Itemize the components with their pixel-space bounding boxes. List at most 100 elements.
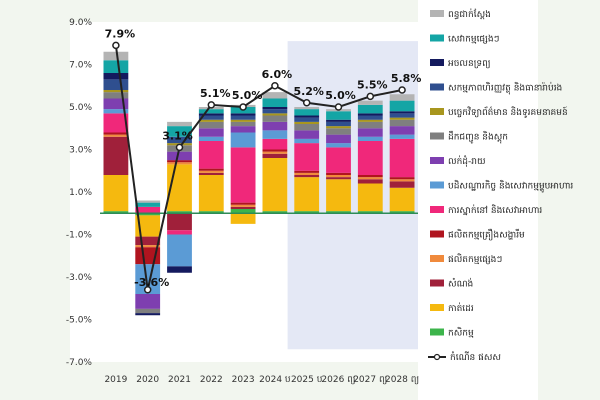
bar-segment-12-8 — [357, 104, 383, 114]
gdp-growth-label: -3.6% — [134, 276, 169, 289]
bar-segment-3-4 — [230, 204, 256, 207]
bar-segment-10-4 — [230, 115, 256, 120]
bar-segment-9-7 — [326, 126, 351, 129]
legend-label: ផលិតកម្មផ្សេងៗ — [448, 253, 502, 265]
gdp-growth-label: 5.0% — [232, 89, 263, 102]
bar-segment-5-2 — [167, 230, 192, 235]
bar-segment-13-8 — [357, 100, 383, 105]
bar-segment-7-0 — [103, 98, 129, 110]
x-tick-label: 2020 — [136, 375, 159, 385]
bar-segment-1-5 — [262, 158, 288, 212]
bar-segment-8-0 — [103, 92, 129, 99]
y-tick-label: -3.0% — [66, 273, 93, 283]
bar-segment-2-4 — [230, 206, 256, 209]
bar-segment-5-7 — [326, 147, 351, 173]
y-tick-label: 3.0% — [69, 146, 92, 156]
x-tick-label: 2028 ព្យ — [385, 375, 419, 385]
legend-swatch — [430, 59, 444, 66]
bar-segment-12-0 — [103, 60, 129, 73]
bar-segment-7-1 — [135, 294, 161, 309]
x-tick-label: 2024 ប — [259, 375, 291, 385]
bar-segment-7-3 — [198, 128, 224, 137]
bar-segment-10-7 — [326, 121, 351, 127]
bar-segment-9-3 — [198, 119, 224, 122]
bar-segment-12-5 — [262, 98, 288, 107]
gdp-growth-label: 7.9% — [105, 27, 136, 40]
gdp-growth-label: 5.5% — [357, 78, 388, 91]
bar-segment-8-5 — [262, 115, 288, 122]
legend-swatch — [430, 328, 444, 336]
y-tick-label: 7.0% — [69, 61, 92, 71]
bar-segment-9-5 — [262, 113, 288, 116]
bar-segment-11-4 — [230, 113, 256, 116]
bar-segment-6-0 — [103, 109, 129, 114]
legend-line-marker — [433, 353, 441, 361]
bar-segment-3-3 — [198, 170, 224, 173]
legend-swatch — [430, 34, 444, 42]
legend-swatch — [430, 230, 444, 238]
x-tick-label: 2019 — [104, 375, 127, 385]
bar-segment-12-7 — [326, 111, 351, 120]
bar-segment-2-7 — [326, 177, 351, 180]
gdp-growth-point — [207, 101, 216, 109]
bar-segment-7-8 — [357, 128, 383, 137]
bar-segment-2-1 — [135, 236, 161, 246]
x-tick-label: 2022 — [200, 375, 223, 385]
bar-segment-12-6 — [294, 109, 320, 116]
legend-swatch — [430, 108, 444, 115]
bar-segment-0-9 — [389, 211, 415, 214]
bar-segment-0-5 — [262, 211, 288, 214]
bar-segment-4-2 — [167, 160, 192, 163]
bar-segment-10-3 — [198, 115, 224, 120]
gdp-growth-point — [175, 143, 184, 152]
bar-segment-2-6 — [294, 175, 320, 178]
y-tick-label: -5.0% — [66, 316, 93, 326]
bar-segment-11-1 — [135, 313, 161, 316]
x-tick-label: 2027 ព្យ — [353, 375, 387, 385]
bar-segment-12-2 — [167, 126, 192, 137]
y-tick-label: 5.0% — [69, 103, 92, 113]
gdp-growth-point — [239, 103, 247, 111]
bar-segment-10-6 — [294, 117, 320, 122]
bar-segment-1-0 — [103, 175, 129, 212]
bar-segment-7-2 — [167, 151, 192, 161]
x-tick-label: 2026 ព្យ — [321, 375, 355, 385]
bar-segment-6-7 — [326, 143, 351, 148]
legend-swatch — [430, 181, 444, 189]
bar-segment-5-8 — [357, 141, 383, 175]
bar-segment-8-1 — [135, 308, 161, 314]
bar-segment-3-9 — [389, 179, 415, 182]
bar-segment-1-8 — [357, 183, 383, 212]
bar-segment-2-2 — [167, 213, 192, 231]
legend-label: កាត់ដេរ — [448, 302, 474, 314]
bar-segment-5-5 — [262, 138, 288, 150]
bar-segment-7-7 — [326, 134, 351, 144]
bar-segment-3-5 — [262, 151, 288, 154]
bar-segment-9-9 — [389, 117, 415, 120]
legend-swatch — [430, 157, 444, 164]
bar-segment-6-8 — [357, 136, 383, 141]
bar-segment-4-5 — [262, 149, 288, 152]
legend-label: បដិសណ្ឋារកិច្ច និងសេវាកម្មម្ហូបអាហារ — [448, 180, 573, 193]
legend-label: បច្ចេកវិទ្យាព័ត៌មាន និងទូរគមនាគមន៍ — [448, 106, 568, 118]
bar-segment-7-4 — [230, 126, 256, 133]
bar-segment-9-6 — [294, 121, 320, 124]
legend-swatch — [430, 279, 444, 287]
bar-segment-11-5 — [262, 107, 288, 110]
legend-label: សកម្មភាពហិរញ្ញវត្ថុ និងធានារ៉ាប់រង — [448, 82, 562, 95]
bar-segment-11-0 — [103, 73, 129, 80]
y-tick-label: 9.0% — [69, 18, 92, 28]
legend-swatch — [430, 10, 444, 17]
bar-segment-4-9 — [389, 177, 415, 180]
x-tick-label: 2021 — [168, 375, 191, 385]
bar-segment-5-4 — [230, 147, 256, 203]
x-tick-label: 2025 ប — [291, 375, 323, 385]
bar-segment-1-7 — [326, 179, 351, 212]
bar-segment-10-5 — [262, 109, 288, 114]
bar-segment-4-0 — [103, 132, 129, 135]
bar-segment-0-7 — [326, 211, 351, 214]
x-tick-label: 2023 — [232, 375, 255, 385]
legend-label-gdp-growth: កំណើន ផសស — [450, 351, 501, 363]
bar-segment-0-3 — [198, 211, 224, 214]
